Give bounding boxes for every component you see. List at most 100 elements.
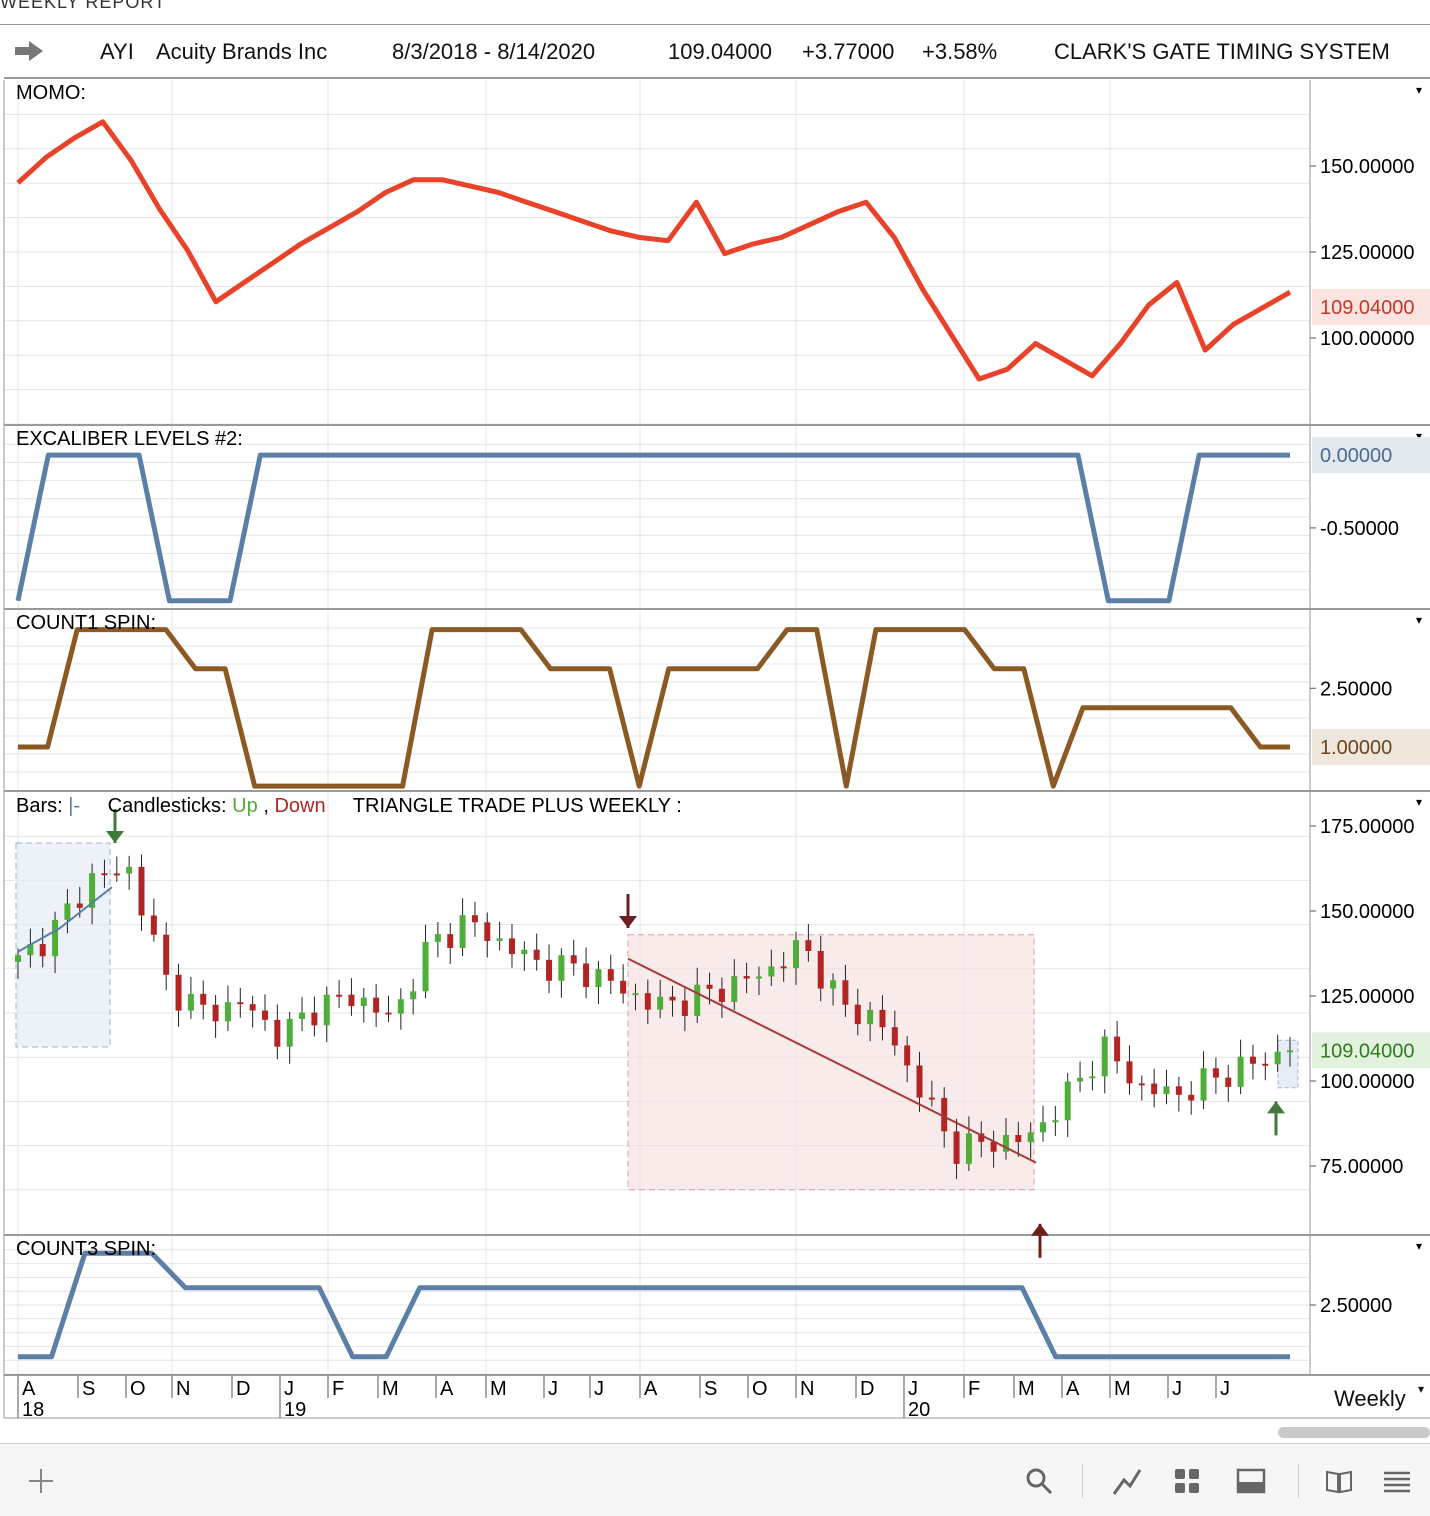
x-tick-label: J xyxy=(548,1378,558,1400)
book-icon[interactable] xyxy=(1324,1466,1354,1496)
x-tick-label: M xyxy=(382,1378,399,1400)
footer-toolbar xyxy=(0,1443,1430,1516)
x-tick-label: D xyxy=(860,1378,874,1400)
candle-up xyxy=(1052,1120,1059,1123)
x-tick-label: O xyxy=(752,1378,768,1400)
bars-label: Bars: xyxy=(16,795,63,817)
search-icon[interactable] xyxy=(1024,1466,1054,1496)
count1-line xyxy=(18,627,1290,789)
candle-down xyxy=(805,940,812,951)
candle-down xyxy=(1126,1061,1133,1084)
period-caret-icon[interactable]: ▾ xyxy=(1418,1382,1425,1396)
candle-up xyxy=(89,873,96,908)
panel-menu-caret-icon: ▾ xyxy=(1416,795,1422,809)
candle-down xyxy=(1188,1094,1195,1101)
candle-down xyxy=(928,1097,935,1100)
candle-down xyxy=(718,988,725,1002)
candles-label: Candlesticks: xyxy=(108,795,227,817)
toolbar-separator xyxy=(1082,1464,1083,1498)
candle-down xyxy=(39,944,46,957)
count1-value-badge: 1.00000 xyxy=(1320,737,1392,759)
candle-up xyxy=(965,1133,972,1164)
candle-down xyxy=(237,1002,244,1005)
x-tick-label: M xyxy=(490,1378,507,1400)
candle-down xyxy=(607,969,614,981)
header-bar: AYI Acuity Brands Inc 8/3/2018 - 8/14/20… xyxy=(0,25,1430,77)
candle-down xyxy=(163,934,170,975)
grid-layout-icon[interactable] xyxy=(1172,1466,1202,1496)
period-selector[interactable]: Weekly xyxy=(1334,1386,1406,1411)
candle-down xyxy=(533,949,540,960)
candle-down xyxy=(1151,1083,1158,1095)
plus-icon[interactable] xyxy=(26,1466,56,1496)
candle-up xyxy=(1064,1081,1071,1121)
buy-arrow-icon xyxy=(1031,1223,1049,1236)
panel-menu-caret-icon: ▾ xyxy=(1416,1239,1422,1253)
x-tick-label: J xyxy=(594,1378,604,1400)
excaliber-line xyxy=(15,452,1290,604)
candle-down xyxy=(1262,1063,1269,1066)
candle-down xyxy=(373,997,380,1013)
candle-down xyxy=(620,980,627,994)
x-tick-label: M xyxy=(1018,1378,1035,1400)
count1-label: COUNT1 SPIN: xyxy=(16,612,156,634)
sell-arrow-icon xyxy=(106,831,124,843)
x-tick-label: N xyxy=(176,1378,190,1400)
x-tick-label: O xyxy=(130,1378,146,1400)
symbol[interactable]: AYI xyxy=(100,39,134,64)
y-tick-label: 75.00000 xyxy=(1320,1156,1403,1178)
candle-down xyxy=(780,966,787,969)
x-tick-label: N xyxy=(800,1378,814,1400)
date-range[interactable]: 8/3/2018 - 8/14/2020 xyxy=(392,39,596,64)
candle-down xyxy=(681,1000,688,1016)
momo-label: MOMO: xyxy=(16,82,86,104)
chart-marks xyxy=(15,119,1299,1360)
menu-icon[interactable] xyxy=(1382,1466,1412,1496)
chart-canvas[interactable]: ▾ ▾ ▾ ▾ ▾ MOMO: EXCALIBER LEVELS #2: COUNT1 … xyxy=(0,0,1430,1443)
candle-down xyxy=(138,866,145,916)
candle-down xyxy=(904,1045,911,1066)
candle-down xyxy=(150,915,157,935)
candle-up xyxy=(323,994,330,1026)
price-value-badge: 109.04000 xyxy=(1320,1040,1415,1062)
candle-up xyxy=(1002,1135,1009,1152)
arrow-right-icon[interactable] xyxy=(14,39,44,63)
candle-up xyxy=(1163,1086,1170,1095)
comma: , xyxy=(263,795,269,817)
candle-down xyxy=(1175,1086,1182,1095)
candle-down xyxy=(879,1009,886,1028)
candle-down xyxy=(644,993,651,1010)
x-year-label: 19 xyxy=(284,1399,306,1421)
candle-down xyxy=(508,938,515,955)
top-rule xyxy=(0,24,1430,25)
candle-up xyxy=(126,866,133,874)
candle-up xyxy=(755,976,762,979)
candle-up xyxy=(434,934,441,942)
panel-menu-caret-icon: ▾ xyxy=(1416,83,1422,97)
candle-up xyxy=(1287,1050,1293,1053)
candle-down xyxy=(1225,1077,1232,1087)
y-axis-ticks: 150.00000 125.00000 100.00000 -0.50000 2.500… xyxy=(1310,156,1430,1317)
candle-down xyxy=(916,1065,923,1098)
candle-down xyxy=(249,1004,256,1011)
buy-arrow-icon xyxy=(1267,1101,1285,1114)
excaliber-value-badge: 0.00000 xyxy=(1320,445,1392,467)
x-tick-label: A xyxy=(440,1378,454,1400)
candle-up xyxy=(1200,1068,1207,1101)
y-tick-label: 125.00000 xyxy=(1320,242,1415,264)
candle-up xyxy=(1274,1051,1281,1065)
horizontal-scrollbar[interactable] xyxy=(1278,1427,1430,1438)
panel-layout-icon[interactable] xyxy=(1236,1466,1266,1496)
draw-line-icon[interactable] xyxy=(1112,1466,1142,1496)
momo-value-badge-bg xyxy=(1312,288,1430,325)
count1-value-badge-bg xyxy=(1312,728,1430,765)
x-tick-label: A xyxy=(644,1378,658,1400)
candle-up xyxy=(187,993,194,1011)
x-tick-label: J xyxy=(908,1378,918,1400)
price-change: +3.77000 xyxy=(802,39,895,64)
last-price: 109.04000 xyxy=(668,39,772,64)
candle-up xyxy=(1101,1036,1108,1077)
candle-down xyxy=(101,873,108,876)
y-tick-label: 100.00000 xyxy=(1320,328,1415,350)
